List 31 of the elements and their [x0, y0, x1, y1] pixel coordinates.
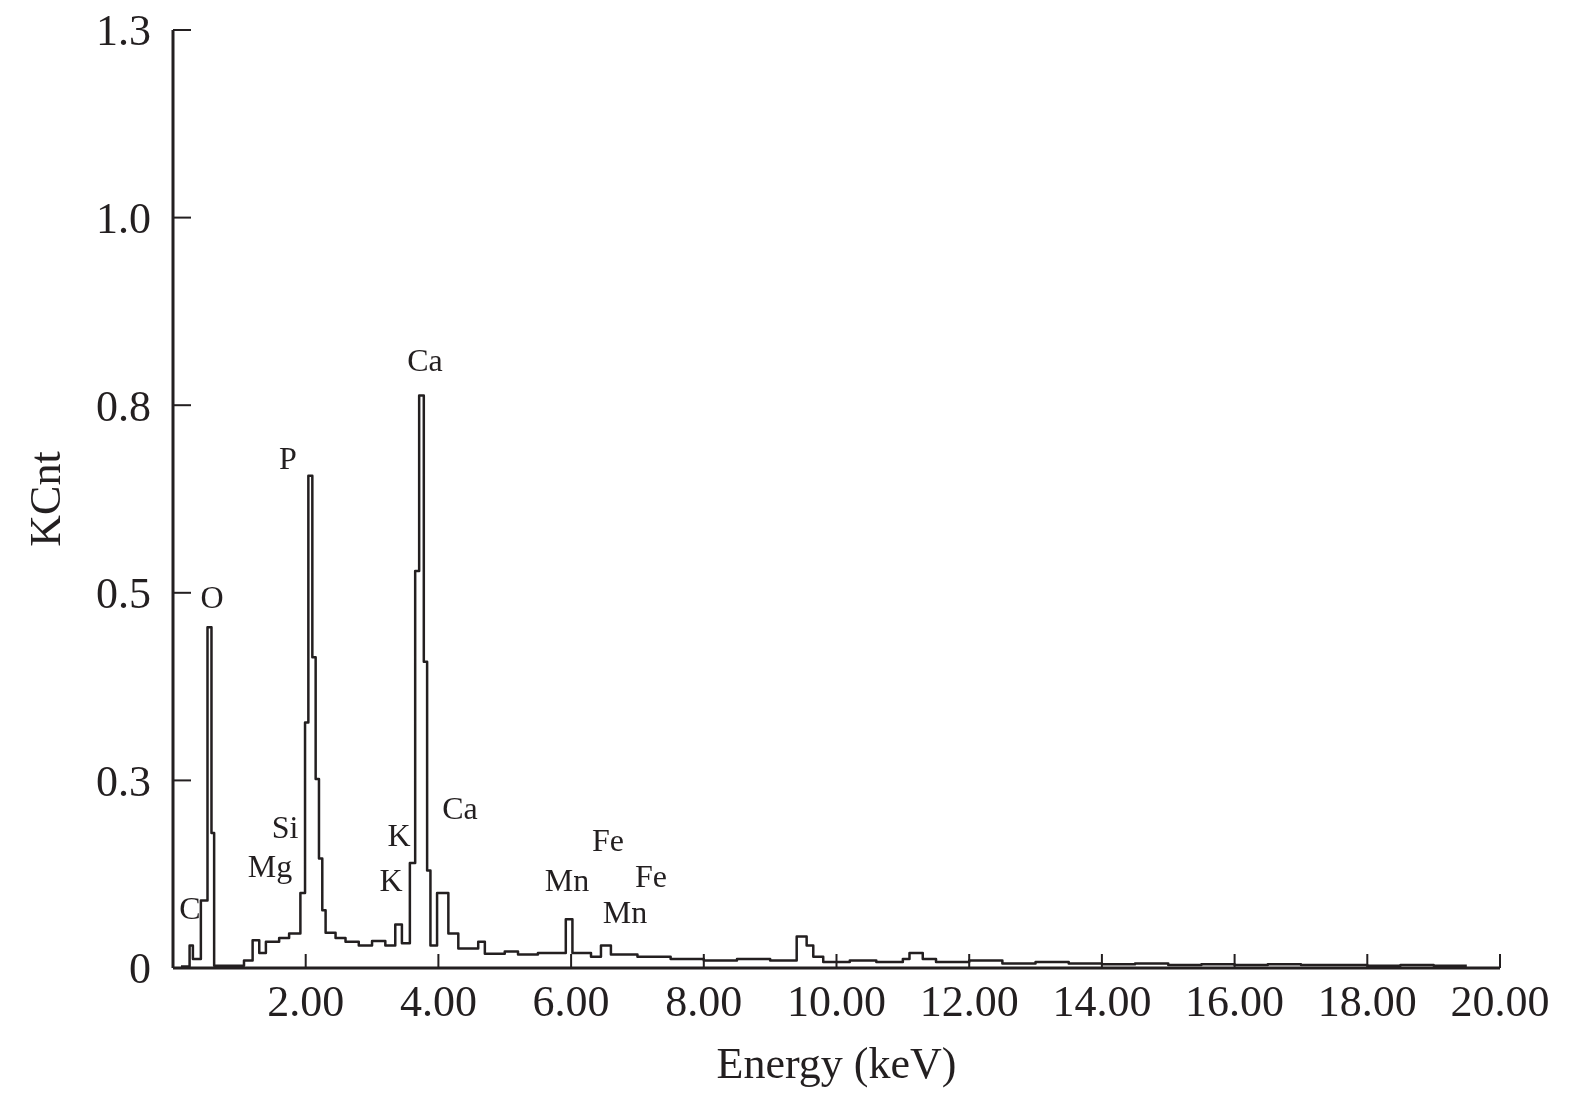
x-tick-label: 2.00: [267, 977, 345, 1026]
annotation: O: [200, 579, 224, 616]
annotation: Ca: [442, 790, 478, 827]
x-tick-label: 16.00: [1185, 977, 1285, 1026]
x-tick-label: 18.00: [1317, 977, 1417, 1026]
annotation: Mn: [544, 862, 590, 899]
annotation: K: [387, 817, 411, 854]
annotation: C: [179, 890, 201, 927]
x-tick-label: 14.00: [1052, 977, 1152, 1026]
y-tick-label: 0.8: [96, 381, 151, 431]
y-tick-label: 0.3: [96, 756, 151, 806]
x-tick-label: 8.00: [665, 977, 743, 1026]
y-tick-label: 1.3: [96, 6, 151, 56]
y-tick-label: 0: [129, 944, 151, 994]
annotation: Mg: [247, 848, 293, 885]
y-tick-label: 1.0: [96, 194, 151, 243]
annotation: Fe: [635, 858, 667, 895]
y-axis-title: KCnt: [21, 451, 70, 547]
x-tick-label: 6.00: [532, 977, 610, 1026]
x-tick-label: 10.00: [787, 977, 886, 1026]
annotation: Ca: [407, 342, 443, 379]
x-axis-title: Energy (keV): [716, 1039, 957, 1088]
annotation: K: [379, 862, 403, 899]
annotation: Si: [271, 809, 299, 846]
annotation: Mn: [602, 894, 648, 931]
x-tick-label: 20.00: [1450, 977, 1550, 1026]
annotation: Fe: [592, 822, 624, 859]
x-tick-label: 4.00: [399, 977, 477, 1026]
y-tick-label: 0.5: [96, 569, 151, 619]
annotation: P: [279, 440, 297, 477]
x-tick-label: 12.00: [919, 977, 1019, 1026]
